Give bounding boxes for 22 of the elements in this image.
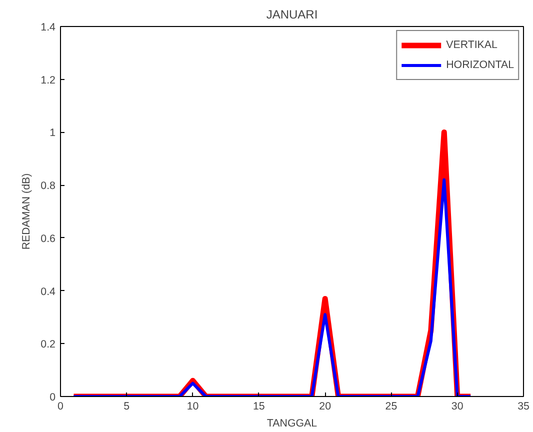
legend-label: VERTIKAL [446, 39, 498, 51]
y-tick-label: 0.8 [40, 180, 56, 192]
y-tick-label: 1.4 [40, 22, 56, 34]
y-tick-label: 0.4 [40, 286, 56, 298]
chart-title: JANUARI [266, 8, 318, 22]
y-tick-label: 1.2 [40, 74, 56, 86]
x-tick-label: 20 [319, 400, 332, 412]
x-tick-label: 5 [124, 400, 130, 412]
y-axis-title: REDAMAN (dB) [20, 173, 33, 250]
x-tick-label: 30 [451, 400, 464, 412]
x-tick-label: 35 [518, 400, 530, 412]
y-tick-label: 0 [50, 392, 56, 404]
x-tick-label: 15 [253, 400, 265, 412]
x-tick-label: 10 [186, 400, 199, 412]
y-tick-label: 1 [50, 127, 56, 140]
x-tick-label: 25 [385, 400, 398, 412]
x-tick-label: 0 [58, 400, 64, 412]
x-axis-title: TANGGAL [266, 418, 318, 430]
legend-label: HORIZONTAL [446, 59, 514, 71]
y-tick-label: 0.2 [40, 338, 56, 351]
line-series [72, 178, 472, 396]
y-tick-label: 0.6 [40, 232, 56, 245]
